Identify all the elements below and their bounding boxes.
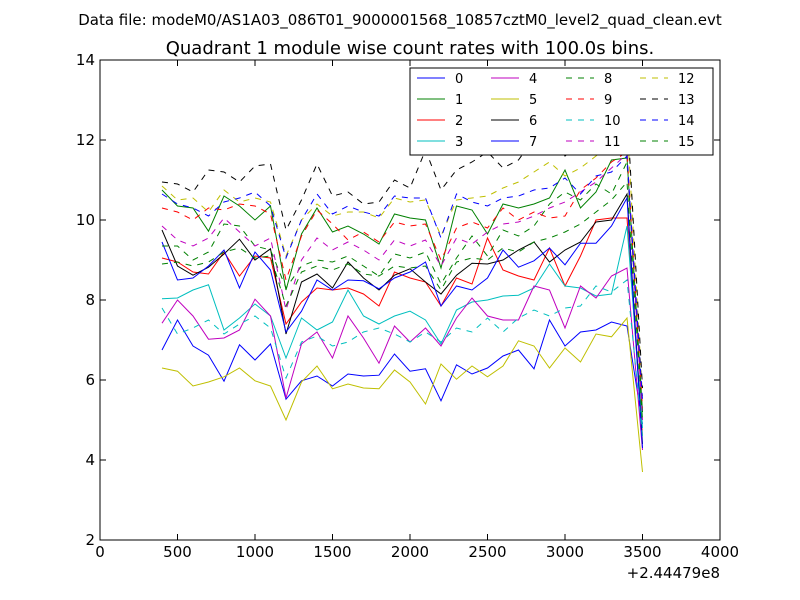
y-tick-label: 4 <box>85 451 95 469</box>
y-tick-label: 10 <box>76 211 95 229</box>
x-tick-label: 1500 <box>313 543 351 561</box>
y-tick-label: 8 <box>85 291 95 309</box>
legend-label-9: 9 <box>604 93 612 108</box>
y-tick-label: 14 <box>76 51 95 69</box>
legend-label-3: 3 <box>455 135 463 150</box>
x-offset-text: +2.44479e8 <box>627 564 720 582</box>
series-line-3 <box>161 225 643 429</box>
legend-label-5: 5 <box>529 93 537 108</box>
x-tick-label: 4000 <box>701 543 739 561</box>
series-line-6 <box>161 192 643 445</box>
series-line-15 <box>161 180 643 421</box>
legend-label-2: 2 <box>455 114 463 129</box>
x-tick-label: 2000 <box>391 543 429 561</box>
series-line-4 <box>161 267 643 451</box>
x-tick-label: 0 <box>95 543 105 561</box>
legend-label-15: 15 <box>678 135 695 150</box>
legend-box <box>409 67 714 156</box>
legend-label-14: 14 <box>678 114 695 129</box>
y-tick-label: 2 <box>85 531 95 549</box>
legend-label-10: 10 <box>604 114 621 129</box>
legend-label-0: 0 <box>455 72 463 87</box>
x-tick-label: 500 <box>163 543 192 561</box>
series-line-14 <box>161 154 643 401</box>
plot-area: 0 500 1000 1500 2000 2500 3000 3500 400024681012… <box>76 51 739 561</box>
ticks-layer: 0 500 1000 1500 2000 2500 3000 3500 400024681012… <box>76 51 739 561</box>
series-line-11 <box>161 152 643 421</box>
legend-label-4: 4 <box>529 72 537 87</box>
series-line-13 <box>161 107 643 389</box>
x-tick-label: 2500 <box>468 543 506 561</box>
series-line-9 <box>161 151 643 409</box>
legend-label-6: 6 <box>529 114 537 129</box>
legend-label-11: 11 <box>604 135 621 150</box>
x-tick-label: 3500 <box>623 543 661 561</box>
legend-label-8: 8 <box>604 72 612 87</box>
legend-label-1: 1 <box>455 93 463 108</box>
series-line-7 <box>161 196 643 449</box>
data-file-suptitle: Data file: modeM0/AS1A03_086T01_90000015… <box>78 11 722 30</box>
series-line-12 <box>161 120 643 397</box>
y-tick-label: 12 <box>76 131 95 149</box>
legend-label-12: 12 <box>678 72 695 87</box>
x-tick-label: 1000 <box>236 543 274 561</box>
legend-label-13: 13 <box>678 93 695 108</box>
series-layer <box>161 107 643 473</box>
series-line-0 <box>161 318 643 425</box>
series-line-5 <box>161 316 643 473</box>
chart-title: Quadrant 1 module wise count rates with … <box>166 38 655 59</box>
y-tick-label: 6 <box>85 371 95 389</box>
x-tick-label: 3000 <box>546 543 584 561</box>
legend-label-7: 7 <box>529 135 537 150</box>
series-line-1 <box>161 157 643 413</box>
